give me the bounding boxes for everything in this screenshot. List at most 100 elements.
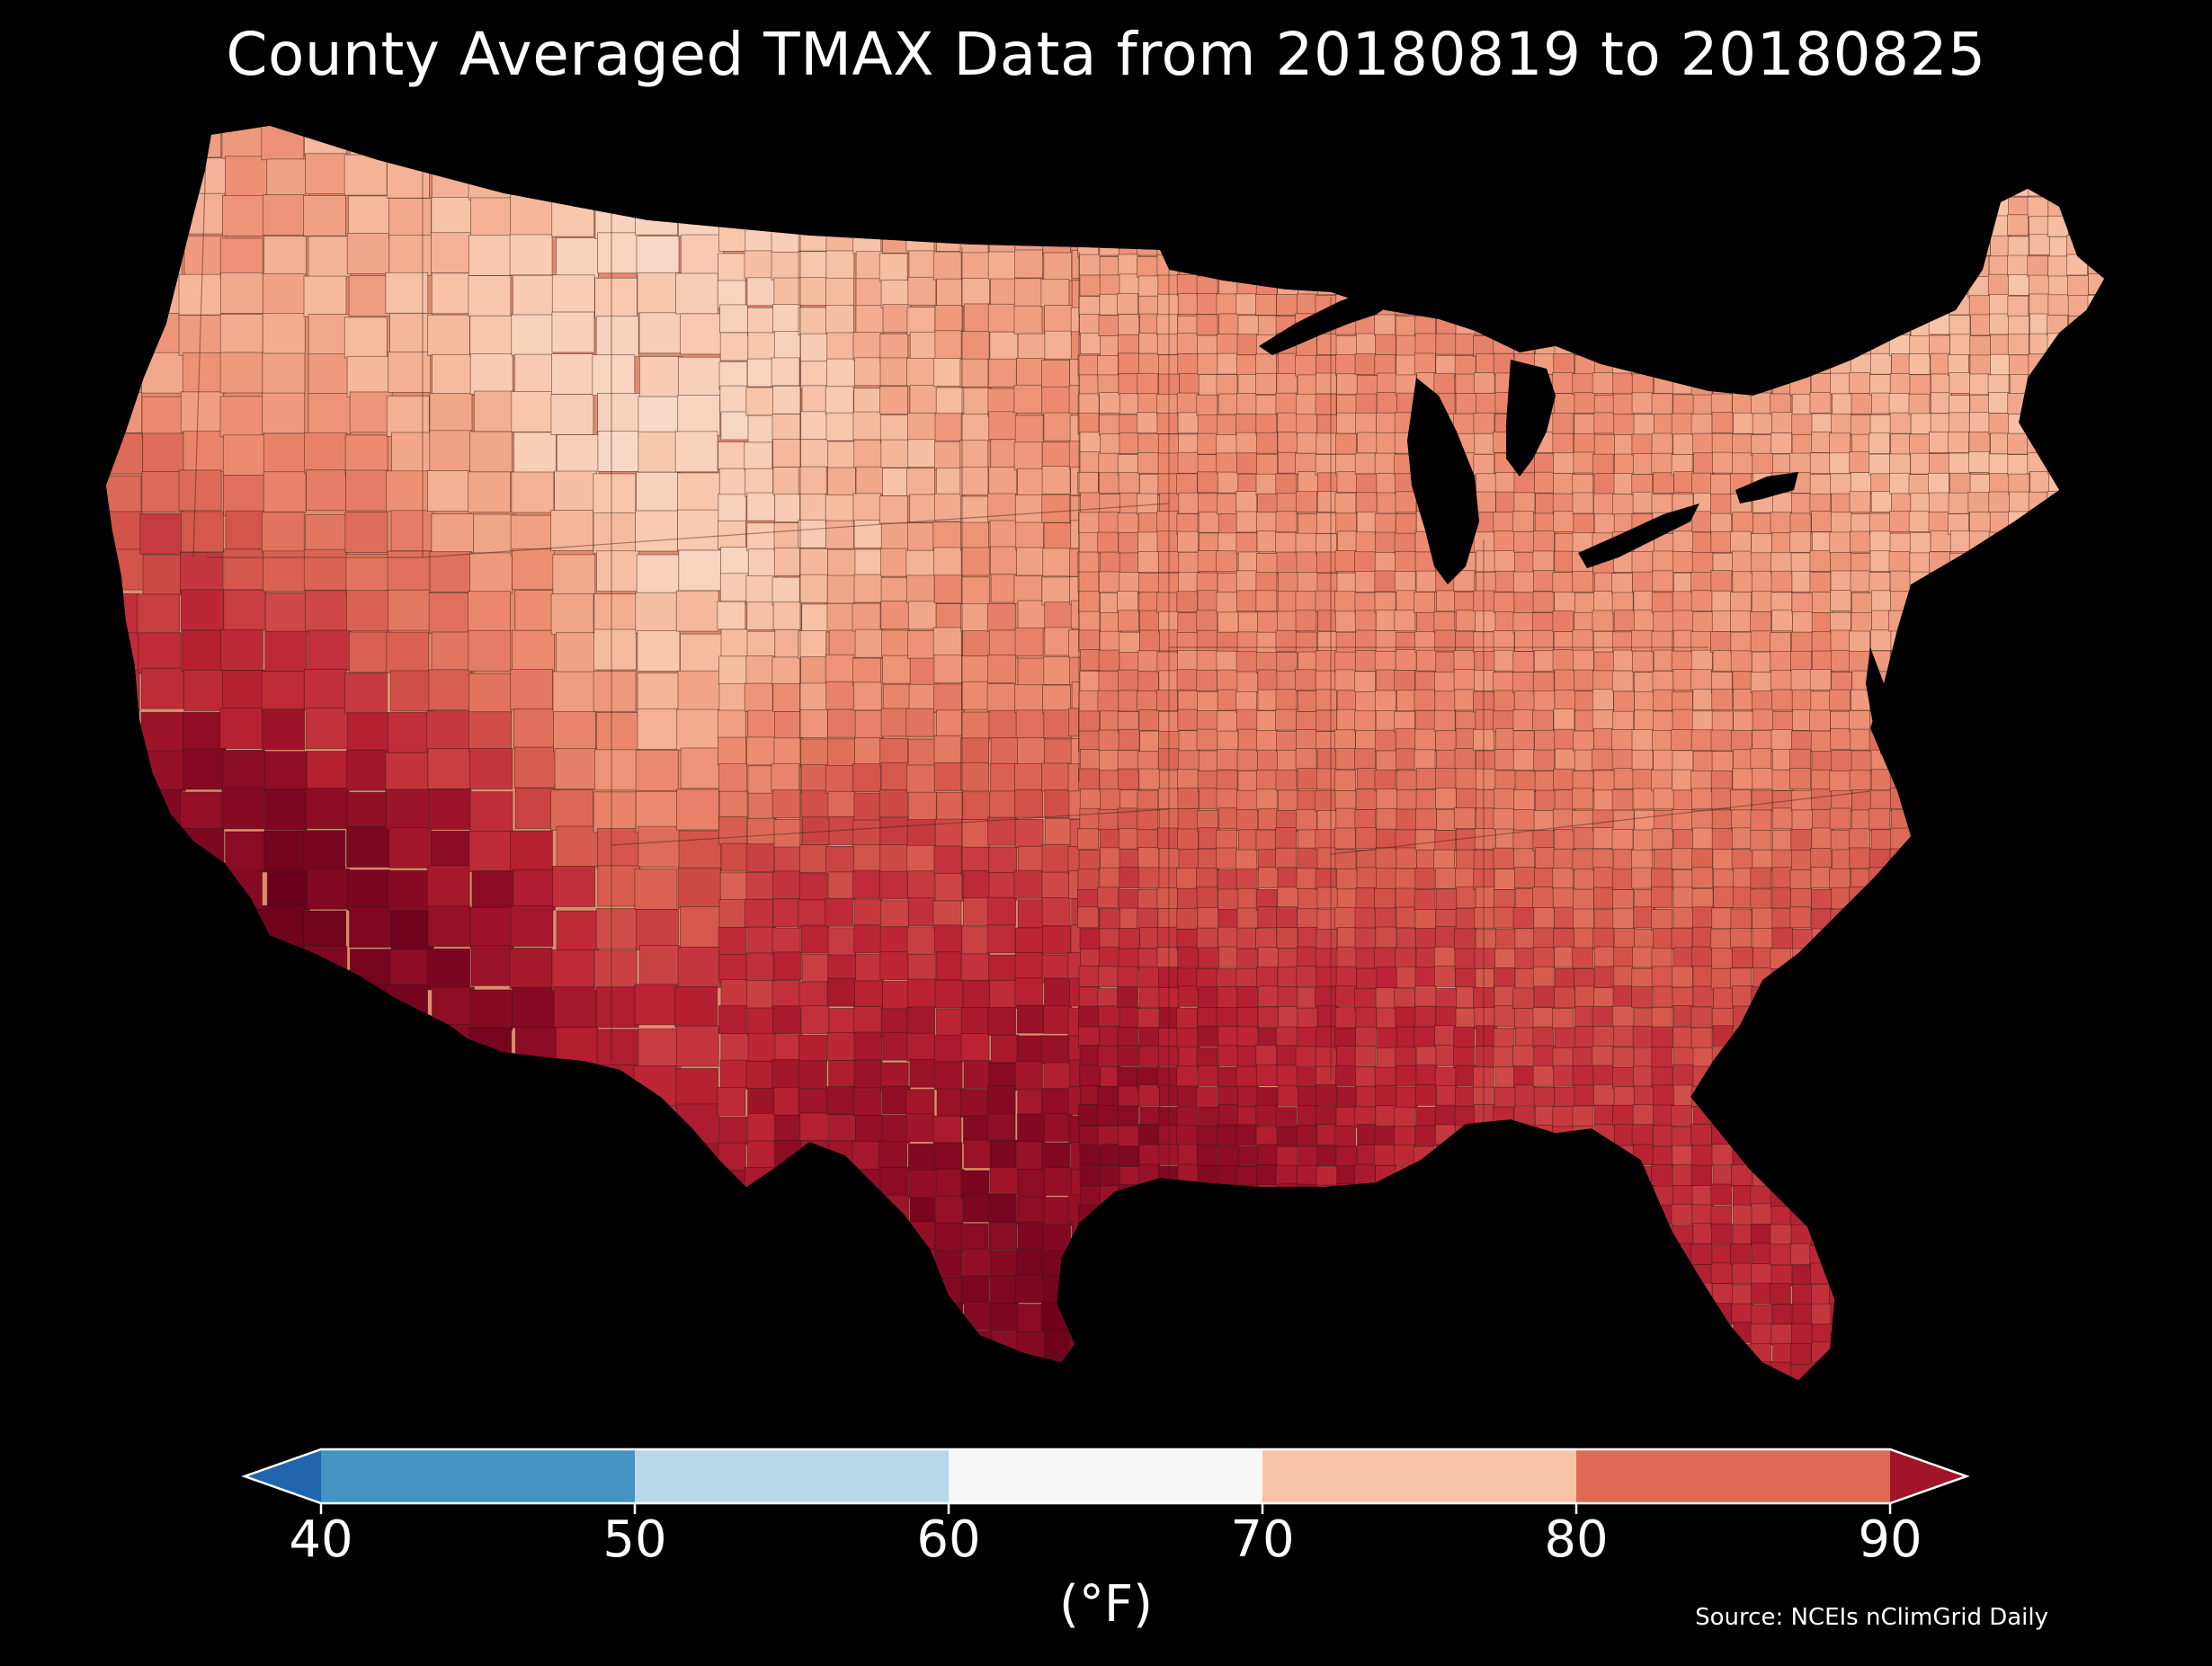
county-cell	[718, 520, 746, 549]
county-cell	[852, 819, 882, 849]
county-cell	[469, 352, 513, 395]
county-cell	[1017, 1221, 1047, 1251]
colorbar-units-label: (°F)	[1059, 1575, 1153, 1634]
county-cell	[219, 629, 263, 671]
county-cell	[349, 391, 393, 433]
county-cell	[959, 358, 989, 388]
county-cell	[879, 1166, 909, 1196]
county-cell	[1013, 384, 1043, 414]
county-cell	[180, 511, 224, 553]
county-cell	[513, 708, 557, 750]
county-cell	[429, 393, 473, 434]
county-cell	[881, 1085, 911, 1115]
county-cell	[594, 749, 638, 791]
county-cell	[853, 439, 883, 468]
county-cell	[986, 924, 1016, 954]
county-cell	[853, 1031, 883, 1061]
county-cell	[1041, 576, 1071, 606]
county-cell	[718, 494, 747, 523]
county-cell	[262, 708, 306, 751]
county-cell	[1015, 1274, 1044, 1304]
county-cell	[852, 869, 881, 899]
county-cell	[744, 682, 773, 712]
county-cell	[880, 522, 910, 552]
county-cell	[880, 900, 909, 930]
county-cell	[853, 924, 883, 954]
colorbar-extend-low	[245, 1449, 321, 1503]
county-cell	[852, 602, 881, 632]
county-cell	[675, 1068, 718, 1109]
county-cell	[907, 412, 936, 441]
county-cell	[306, 751, 350, 792]
county-cell	[427, 470, 470, 512]
county-cell	[745, 898, 773, 928]
county-cell	[225, 831, 269, 873]
county-cell	[263, 550, 306, 592]
county-cell	[772, 683, 802, 712]
county-cell	[880, 439, 910, 468]
county-cell	[637, 673, 681, 714]
county-cell	[960, 711, 990, 741]
county-cell	[852, 763, 881, 792]
county-cell	[745, 843, 775, 873]
county-cell	[428, 669, 472, 711]
county-cell	[773, 547, 803, 576]
county-cell	[426, 314, 470, 356]
county-cell	[390, 670, 434, 712]
county-cell	[719, 1059, 749, 1089]
county-cell	[718, 683, 748, 712]
county-cell	[799, 548, 828, 577]
county-cell	[960, 521, 989, 551]
county-cell	[934, 305, 964, 334]
county-cell	[593, 949, 638, 992]
county-cell	[826, 602, 856, 632]
county-cell	[674, 431, 718, 473]
county-cell	[1044, 818, 1074, 847]
county-cell	[1118, 1045, 1139, 1067]
county-cell	[1016, 1196, 1046, 1225]
county-cell	[675, 1025, 719, 1067]
county-cell	[717, 1087, 746, 1116]
county-cell	[636, 235, 680, 277]
county-cell	[935, 1169, 965, 1198]
county-cell	[1041, 466, 1071, 494]
county-cell	[514, 589, 558, 631]
county-cell	[798, 709, 828, 738]
county-cell	[1017, 600, 1047, 629]
county-cell	[512, 548, 555, 591]
county-cell	[987, 251, 1017, 281]
county-cell	[934, 872, 964, 902]
county-cell	[963, 1139, 993, 1169]
county-cell	[799, 1112, 829, 1142]
county-cell	[468, 629, 512, 672]
county-cell	[988, 709, 1018, 739]
county-cell	[597, 828, 640, 869]
county-cell	[593, 791, 637, 833]
county-cell	[1041, 1142, 1071, 1172]
colorbar-bin-80-90	[1576, 1449, 1890, 1503]
county-cell	[178, 469, 222, 512]
county-cell	[596, 712, 639, 753]
county-cell	[825, 765, 854, 794]
county-cell	[854, 737, 883, 766]
county-cell	[225, 510, 269, 552]
county-cell	[550, 510, 594, 551]
colorbar-tick-40: 40	[289, 1510, 353, 1569]
county-cell	[907, 630, 936, 659]
county-cell	[1014, 627, 1044, 656]
county-cell	[674, 986, 718, 1028]
county-cell	[224, 156, 268, 198]
county-cell	[513, 432, 557, 474]
county-cell	[826, 332, 856, 361]
county-cell	[219, 272, 263, 314]
county-cell	[798, 1060, 827, 1090]
county-cell	[825, 277, 854, 307]
county-cell	[825, 386, 854, 415]
county-cell	[180, 552, 223, 593]
county-cell	[959, 1223, 989, 1252]
county-cell	[219, 708, 263, 749]
county-cell	[1017, 737, 1046, 766]
county-cell	[855, 953, 884, 983]
county-cell	[469, 315, 513, 357]
county-cell	[907, 978, 936, 1008]
